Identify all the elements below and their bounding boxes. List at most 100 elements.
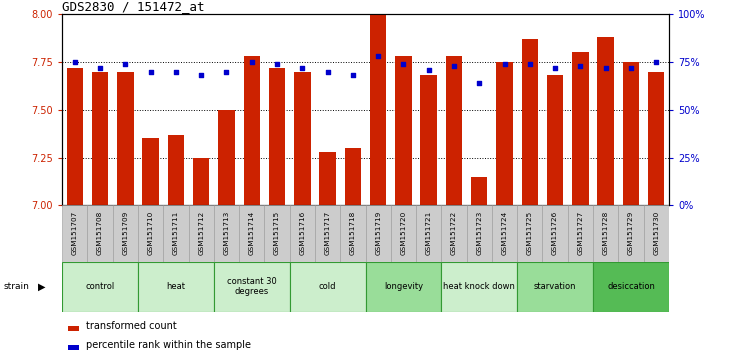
Point [423,67,434,73]
Point [119,61,131,67]
Bar [593,262,669,312]
Text: GSM151713: GSM151713 [224,210,230,255]
Bar [344,148,361,205]
Bar [269,68,285,205]
Bar [446,56,462,205]
Text: desiccation: desiccation [607,282,655,291]
Text: GSM151714: GSM151714 [249,210,254,255]
Bar [289,262,366,312]
Text: ▶: ▶ [38,282,45,292]
Bar [117,72,134,205]
Point [322,69,333,74]
Point [221,69,232,74]
Bar [294,72,311,205]
Bar [88,205,113,262]
Point [448,63,460,69]
Bar [239,205,265,262]
Bar [319,152,336,205]
Text: GSM151722: GSM151722 [451,210,457,255]
Text: GSM151709: GSM151709 [122,210,129,255]
Bar [466,205,492,262]
Text: GSM151726: GSM151726 [552,210,558,255]
Bar [62,205,88,262]
Text: GSM151730: GSM151730 [654,210,659,255]
Text: GSM151707: GSM151707 [72,210,77,255]
Text: GSM151725: GSM151725 [527,210,533,255]
Bar [395,56,412,205]
Bar [471,177,488,205]
Bar [213,205,239,262]
Bar [213,262,289,312]
Text: control: control [86,282,115,291]
Point [246,59,257,65]
Text: starvation: starvation [534,282,576,291]
Point [297,65,308,70]
Bar [597,37,614,205]
Point [600,65,612,70]
Text: GSM151708: GSM151708 [97,210,103,255]
Bar [219,110,235,205]
Point [271,61,283,67]
Point [499,61,510,67]
Bar [518,262,593,312]
Text: GSM151718: GSM151718 [350,210,356,255]
Bar [643,205,669,262]
Text: GSM151727: GSM151727 [577,210,583,255]
Bar [163,205,189,262]
Bar [542,205,568,262]
Bar [138,262,213,312]
Text: GDS2830 / 151472_at: GDS2830 / 151472_at [62,0,205,13]
Text: cold: cold [319,282,336,291]
Bar [568,205,593,262]
Bar [143,138,159,205]
Point [170,69,182,74]
Point [474,80,485,86]
Point [372,53,384,59]
Bar [67,68,83,205]
Text: heat knock down: heat knock down [443,282,515,291]
Text: heat: heat [167,282,186,291]
Bar [366,262,442,312]
Bar [496,62,512,205]
Bar [618,205,643,262]
Bar [243,56,260,205]
Bar [62,262,138,312]
Text: GSM151710: GSM151710 [148,210,154,255]
Bar [68,345,79,350]
Point [145,69,156,74]
Text: strain: strain [4,282,29,291]
Text: longevity: longevity [384,282,423,291]
Point [524,61,536,67]
Bar [442,205,466,262]
Bar [442,262,518,312]
Text: GSM151711: GSM151711 [173,210,179,255]
Bar [68,326,79,331]
Text: GSM151728: GSM151728 [602,210,609,255]
Bar [416,205,442,262]
Bar [167,135,184,205]
Bar [518,205,542,262]
Point [651,59,662,65]
Text: GSM151724: GSM151724 [501,210,507,255]
Point [195,73,207,78]
Text: GSM151729: GSM151729 [628,210,634,255]
Text: GSM151716: GSM151716 [299,210,306,255]
Point [94,65,106,70]
Bar [522,39,538,205]
Text: GSM151723: GSM151723 [477,210,482,255]
Bar [138,205,163,262]
Text: GSM151715: GSM151715 [274,210,280,255]
Text: GSM151719: GSM151719 [375,210,381,255]
Text: GSM151721: GSM151721 [425,210,432,255]
Bar [593,205,618,262]
Text: GSM151712: GSM151712 [198,210,204,255]
Bar [572,52,588,205]
Bar [366,205,391,262]
Bar [193,158,209,205]
Bar [315,205,340,262]
Bar [391,205,416,262]
Bar [648,72,664,205]
Text: GSM151720: GSM151720 [401,210,406,255]
Bar [113,205,138,262]
Point [398,61,409,67]
